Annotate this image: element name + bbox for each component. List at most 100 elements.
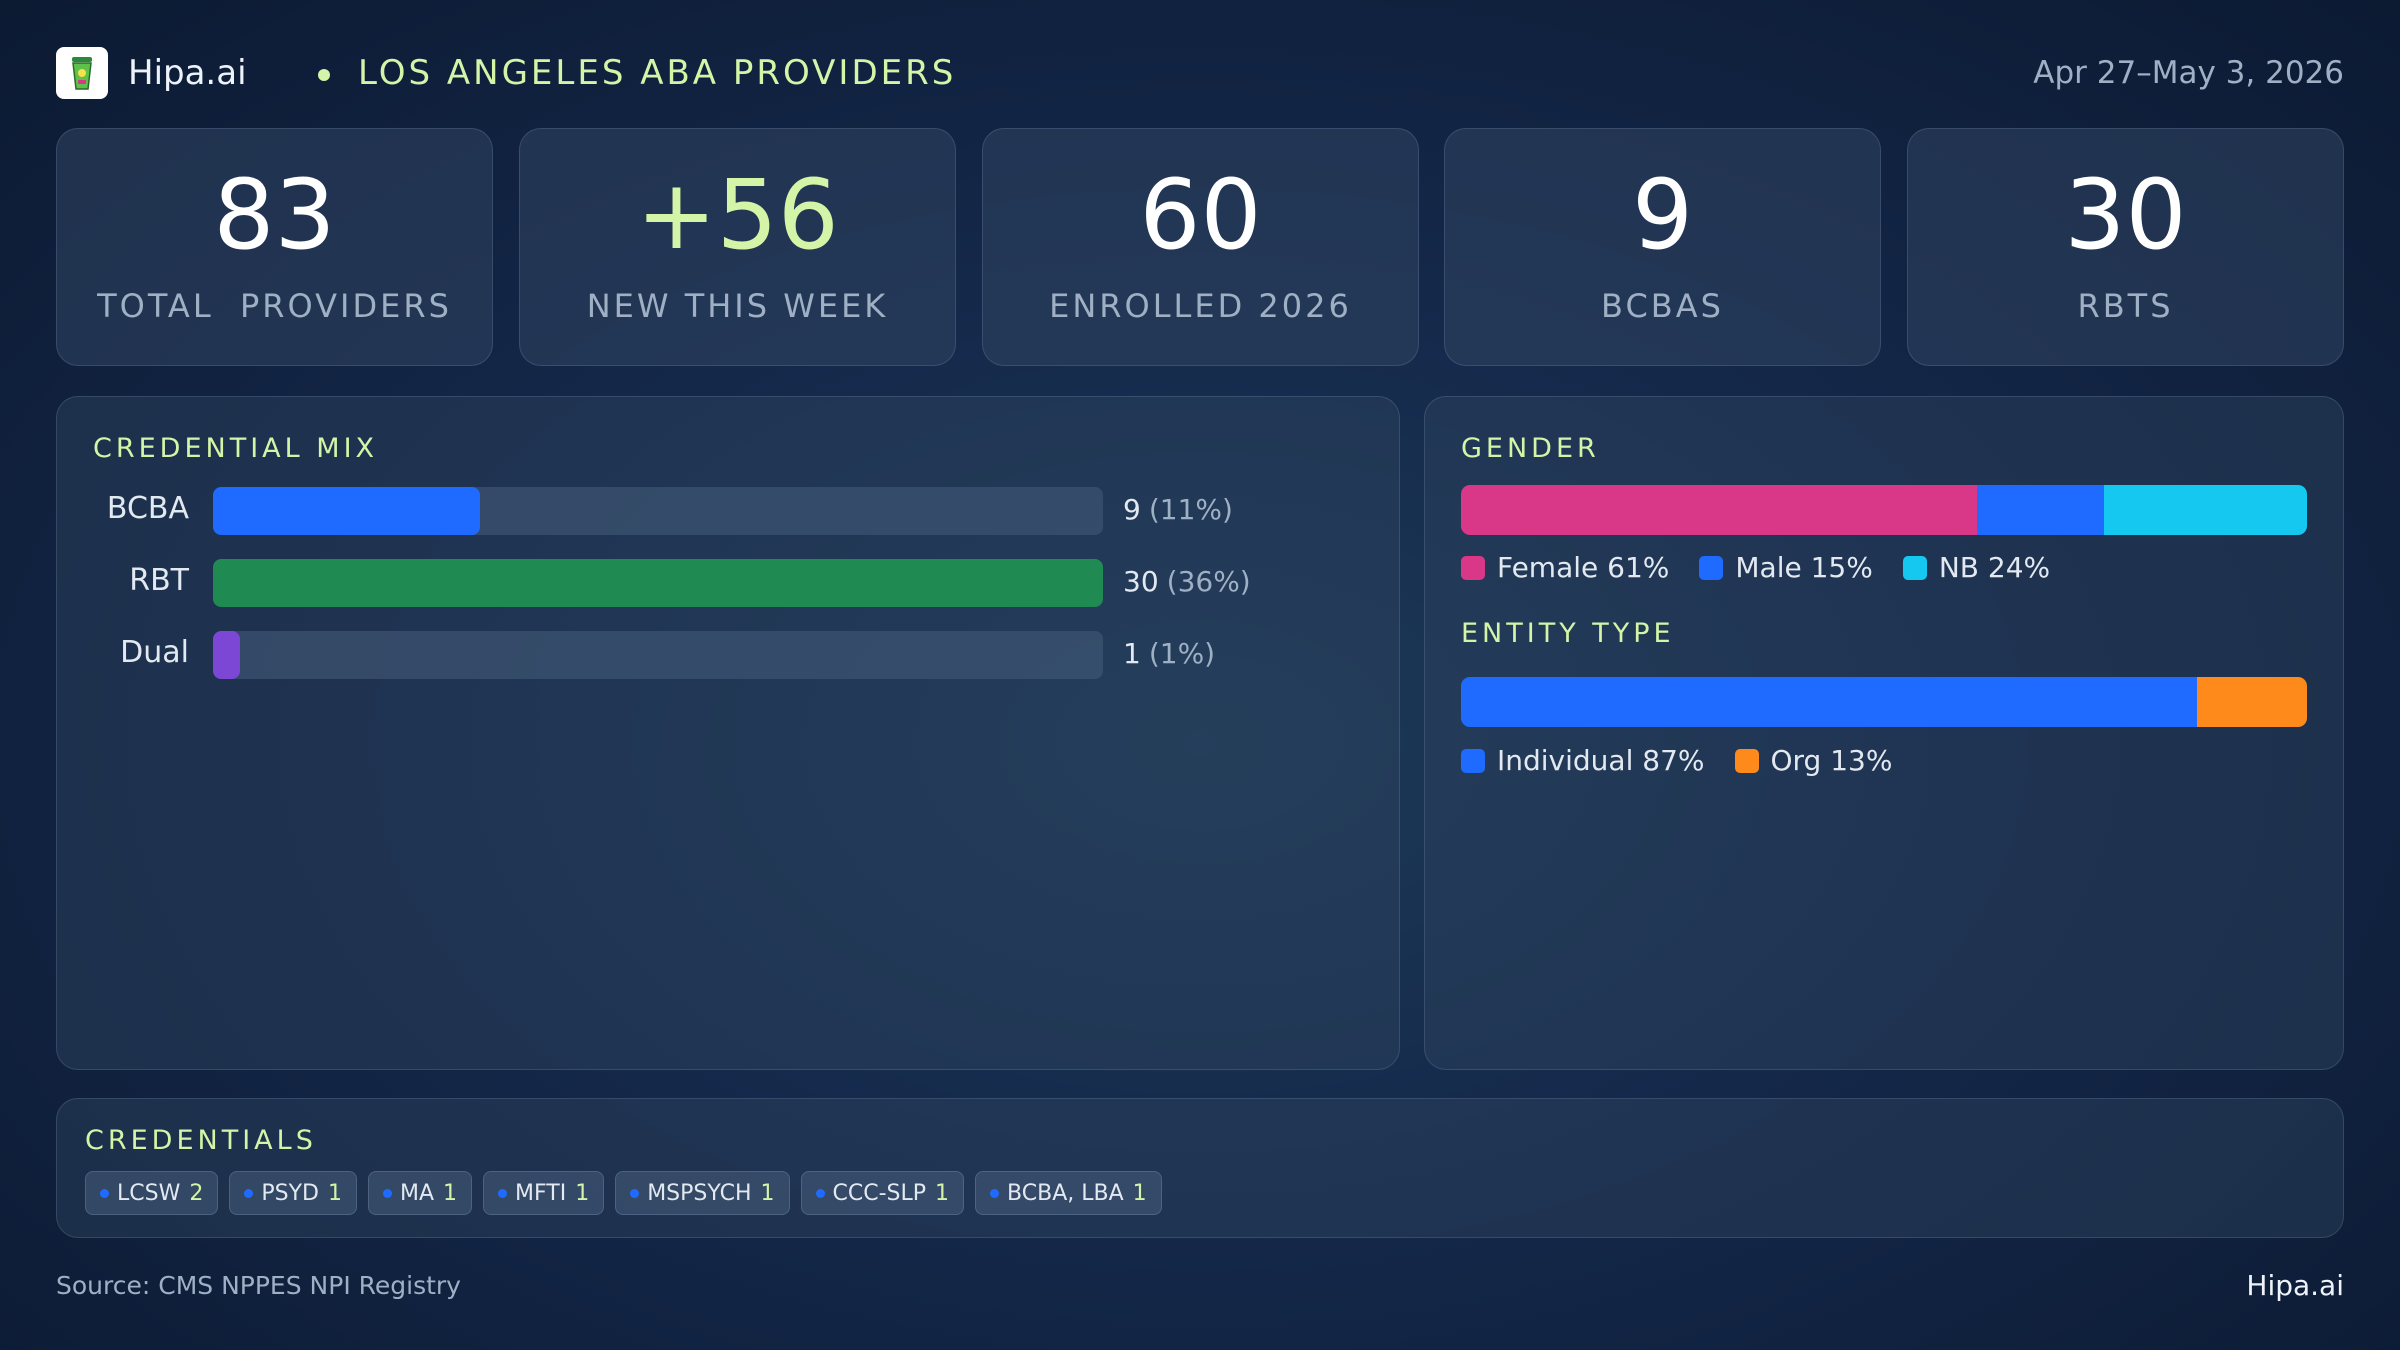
chip-label: BCBA, LBA <box>1007 1180 1124 1206</box>
legend-label: Male 15% <box>1735 551 1873 584</box>
chip-dot <box>498 1188 507 1198</box>
stat-value: 60 <box>1139 159 1262 271</box>
chip-count: 1 <box>443 1180 457 1206</box>
credential-chip[interactable]: BCBA, LBA 1 <box>975 1171 1162 1215</box>
credential-row-dual: Dual 1 (1%) <box>57 629 1397 679</box>
header: Hipa.ai LOS ANGELES ABA PROVIDERS Apr 27… <box>56 47 2344 101</box>
legend-swatch <box>1699 555 1724 580</box>
credential-percent: (36%) <box>1166 565 1251 598</box>
credential-count-value: 9 <box>1123 493 1141 526</box>
credential-count-value: 30 <box>1123 565 1159 598</box>
legend-item-org: Org 13% <box>1734 744 1893 777</box>
legend-item-female: Female 61% <box>1461 551 1669 584</box>
chip-dot <box>244 1188 254 1198</box>
chip-count: 1 <box>760 1180 775 1206</box>
stat-value: 9 <box>1631 159 1694 271</box>
credential-count: 30 (36%) <box>1123 565 1251 598</box>
stat-label: NEW THIS WEEK <box>586 287 889 325</box>
chip-label: MSPSYCH <box>647 1180 752 1206</box>
legend-swatch <box>1461 555 1485 580</box>
gender-segment-nb <box>2103 485 2307 535</box>
legend-label: Org 13% <box>1770 744 1893 777</box>
chip-count: 2 <box>189 1180 204 1206</box>
gender-segment-male <box>1977 485 2104 535</box>
gender-stacked-bar <box>1461 485 2307 535</box>
chip-label: MA <box>399 1180 434 1206</box>
stat-label: ENROLLED 2026 <box>1049 287 1352 325</box>
stat-card-new-this-week: +56 NEW THIS WEEK <box>519 128 956 366</box>
legend-label: Female 61% <box>1497 551 1670 584</box>
stat-card-total-providers: 83 TOTAL PROVIDERS <box>56 128 493 366</box>
stat-value: 30 <box>2064 159 2187 271</box>
stat-label: BCBAS <box>1601 287 1724 325</box>
entity-legend: Individual 87% Org 13% <box>1461 744 1922 777</box>
stat-label: TOTAL PROVIDERS <box>97 287 452 325</box>
credential-mix-panel: CREDENTIAL MIX BCBA 9 (11%) RBT 30 (36%) D… <box>56 396 1400 1070</box>
stat-card-bcbas: 9 BCBAS <box>1444 128 1881 366</box>
date-range: Apr 27–May 3, 2026 <box>2033 55 2344 91</box>
credential-count: 9 (11%) <box>1123 493 1233 526</box>
credential-bar <box>213 559 1103 607</box>
credential-chips: LCSW 2 PSYD 1 MA 1 MFTI 1 MSPSYCH 1 CCC-SLP 1 … <box>85 1171 1173 1215</box>
footer-brand: Hipa.ai <box>2246 1269 2344 1302</box>
entity-stacked-bar <box>1461 677 2307 727</box>
credential-track <box>213 559 1103 607</box>
credential-percent: (1%) <box>1148 637 1216 670</box>
panel-title: CREDENTIALS <box>85 1125 317 1156</box>
chip-count: 1 <box>1132 1180 1147 1206</box>
credential-row-rbt: RBT 30 (36%) <box>57 557 1397 607</box>
gender-title: GENDER <box>1461 433 1600 464</box>
credentials-panel: CREDENTIALS LCSW 2 PSYD 1 MA 1 MFTI 1 MSPSYC… <box>56 1098 2344 1238</box>
credential-chip[interactable]: MA 1 <box>367 1171 472 1215</box>
legend-label: Individual 87% <box>1497 744 1705 777</box>
stat-value: 83 <box>213 159 336 271</box>
credential-label: Dual <box>120 635 189 670</box>
cup-logo-icon <box>72 57 92 90</box>
panel-title: CREDENTIAL MIX <box>93 433 379 464</box>
gender-legend: Female 61% Male 15% NB 24% <box>1461 551 2080 584</box>
stat-card-rbts: 30 RBTS <box>1907 128 2344 366</box>
stat-value: +56 <box>636 159 839 271</box>
chip-count: 1 <box>327 1180 342 1206</box>
chip-dot <box>990 1188 1000 1198</box>
credential-chip[interactable]: MSPSYCH 1 <box>615 1171 790 1215</box>
legend-item-nb: NB 24% <box>1902 551 2051 584</box>
data-source: Source: CMS NPPES NPI Registry <box>56 1271 461 1300</box>
credential-row-bcba: BCBA 9 (11%) <box>57 485 1397 535</box>
chip-dot <box>815 1188 825 1198</box>
chip-label: CCC-SLP <box>832 1180 927 1206</box>
credential-chip[interactable]: CCC-SLP 1 <box>800 1171 965 1215</box>
credential-track <box>213 631 1103 679</box>
entity-segment-individual <box>1461 677 2198 727</box>
brand-name: Hipa.ai <box>128 53 247 93</box>
credential-count: 1 (1%) <box>1123 637 1215 670</box>
chip-dot <box>100 1188 109 1198</box>
legend-item-male: Male 15% <box>1699 551 1873 584</box>
credential-bar <box>213 487 480 535</box>
chip-count: 1 <box>935 1180 950 1206</box>
stat-label: RBTS <box>2077 287 2174 325</box>
credential-percent: (11%) <box>1148 493 1233 526</box>
credential-chip[interactable]: LCSW 2 <box>85 1171 219 1215</box>
credential-chip[interactable]: PSYD 1 <box>229 1171 357 1215</box>
entity-type-title: ENTITY TYPE <box>1461 618 1675 649</box>
title-separator-dot <box>318 69 330 81</box>
credential-label: RBT <box>129 563 189 598</box>
chip-count: 1 <box>575 1180 590 1206</box>
chip-label: MFTI <box>515 1180 567 1206</box>
credential-count-value: 1 <box>1123 637 1141 670</box>
legend-swatch <box>1902 555 1927 580</box>
legend-swatch <box>1734 748 1759 773</box>
stat-card-enrolled-2026: 60 ENROLLED 2026 <box>982 128 1419 366</box>
legend-swatch <box>1461 748 1485 773</box>
chip-label: PSYD <box>261 1180 319 1206</box>
gender-segment-female <box>1461 485 1978 535</box>
legend-item-individual: Individual 87% <box>1461 744 1705 777</box>
chip-dot <box>382 1188 392 1198</box>
credential-bar <box>213 631 240 679</box>
legend-label: NB 24% <box>1938 551 2051 584</box>
chip-label: LCSW <box>117 1180 181 1206</box>
report-title: LOS ANGELES ABA PROVIDERS <box>358 53 957 93</box>
chip-dot <box>630 1188 640 1198</box>
credential-chip[interactable]: MFTI 1 <box>483 1171 605 1215</box>
